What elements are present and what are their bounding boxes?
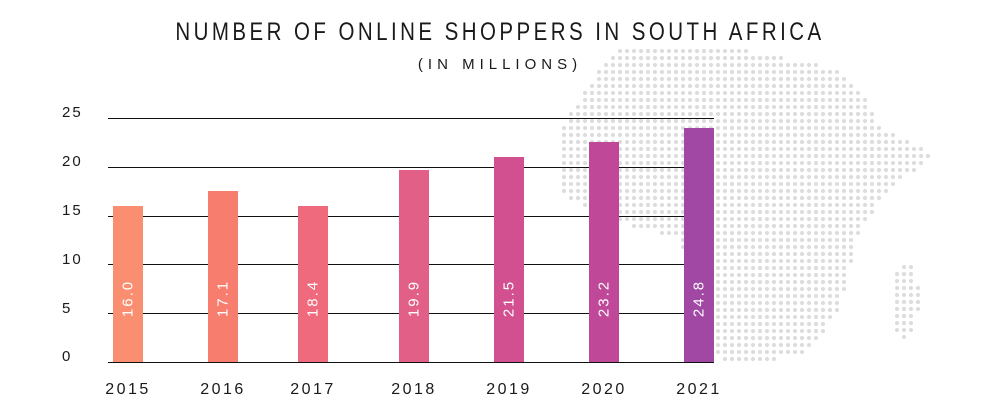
x-tick-2020: 2020 [581, 381, 627, 398]
bar-value-label: 24.8 [690, 279, 708, 318]
y-tick-25: 25 [62, 104, 83, 121]
x-tick-2019: 2019 [486, 381, 532, 398]
bar-2017: 18.4 [298, 205, 328, 362]
bar-value-label: 23.2 [595, 279, 613, 318]
y-tick-20: 20 [62, 153, 83, 170]
bar-2018: 19.9 [399, 169, 429, 362]
chart-subtitle: (IN MILLIONS) [417, 56, 583, 73]
bar-2015: 16.0 [113, 205, 143, 362]
bar-2021: 24.8 [684, 127, 714, 362]
bar-value-label: 16.0 [119, 279, 137, 318]
x-tick-2017: 2017 [290, 381, 336, 398]
bar-value-label: 21.5 [500, 279, 518, 318]
y-tick-0: 0 [62, 348, 73, 365]
baseline [108, 362, 714, 363]
gridline-20 [108, 166, 714, 168]
chart-title: NUMBER OF ONLINE SHOPPERS IN SOUTH AFRIC… [175, 18, 825, 46]
x-tick-2018: 2018 [391, 381, 437, 398]
y-tick-15: 15 [62, 202, 83, 219]
bar-value-label: 17.1 [214, 279, 232, 318]
x-tick-2016: 2016 [200, 381, 246, 398]
x-tick-2021: 2021 [676, 381, 722, 398]
bar-2016: 17.1 [208, 191, 238, 362]
bar-value-label: 19.9 [405, 279, 423, 318]
bar-2019: 21.5 [494, 157, 524, 362]
gridline-25 [108, 118, 714, 119]
bar-2020: 23.2 [589, 142, 619, 362]
bar-value-label: 18.4 [304, 279, 322, 318]
plot-area: 25 20 15 10 5 0 16.0 17.1 18.4 19.9 21.5… [62, 104, 719, 398]
y-tick-10: 10 [62, 251, 83, 268]
x-tick-2015: 2015 [105, 381, 151, 398]
y-tick-5: 5 [62, 300, 73, 317]
